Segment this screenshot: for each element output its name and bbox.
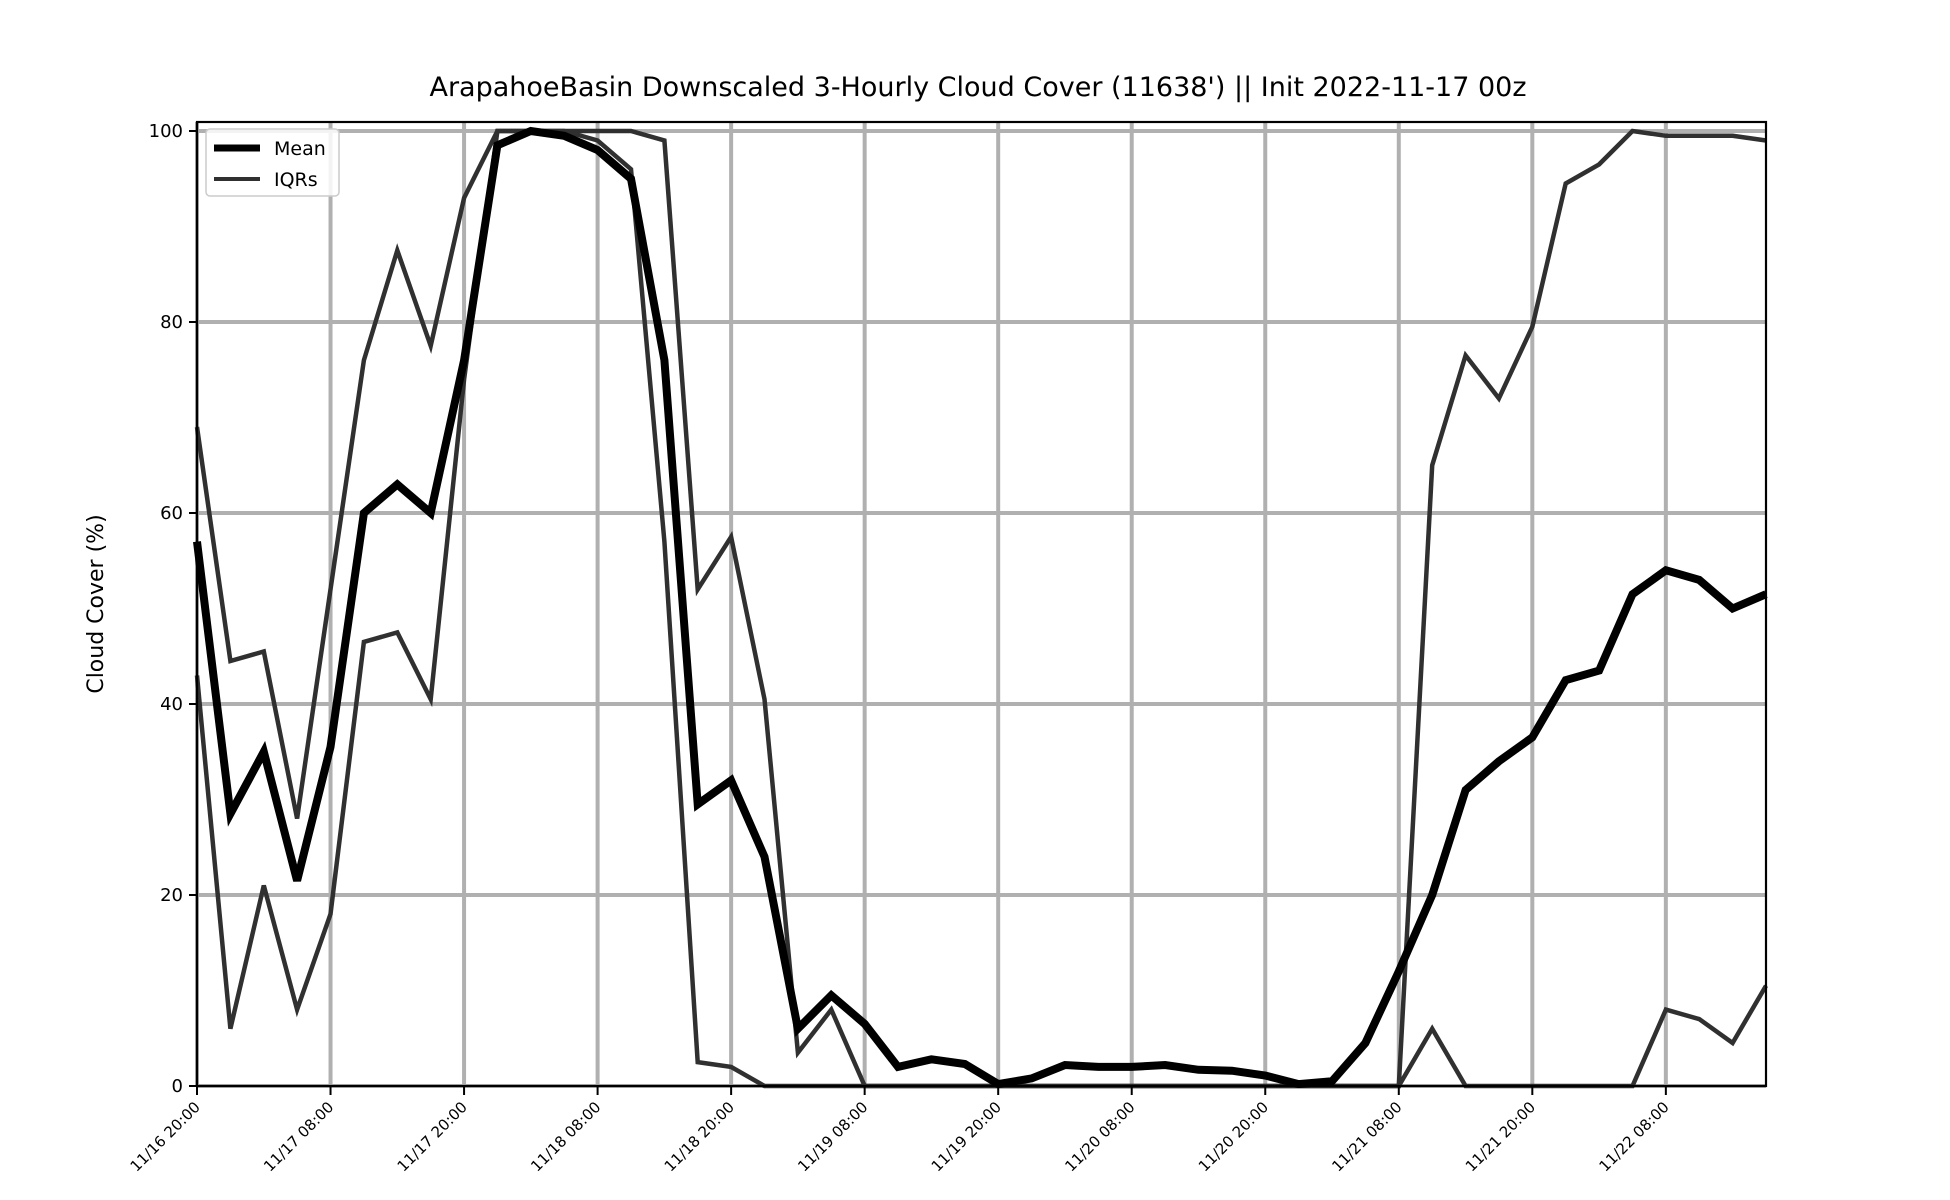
y-tick-label: 20 xyxy=(160,885,183,906)
y-tick-label: 0 xyxy=(172,1076,183,1097)
gridlines xyxy=(195,122,1766,1088)
y-tick-label: 100 xyxy=(149,121,183,142)
plot-frame xyxy=(195,120,1768,1088)
legend-label-iqrs: IQRs xyxy=(274,169,318,191)
y-tick-label: 80 xyxy=(160,312,183,333)
y-tick-label: 60 xyxy=(160,503,183,524)
y-axis-label: Cloud Cover (%) xyxy=(84,514,109,693)
legend: Mean IQRs xyxy=(205,128,340,197)
chart-title: ArapahoeBasin Downscaled 3-Hourly Cloud … xyxy=(429,72,1526,103)
series-line-mean xyxy=(193,126,1768,1089)
legend-label-mean: Mean xyxy=(274,138,326,160)
y-tick-label: 40 xyxy=(160,694,183,715)
